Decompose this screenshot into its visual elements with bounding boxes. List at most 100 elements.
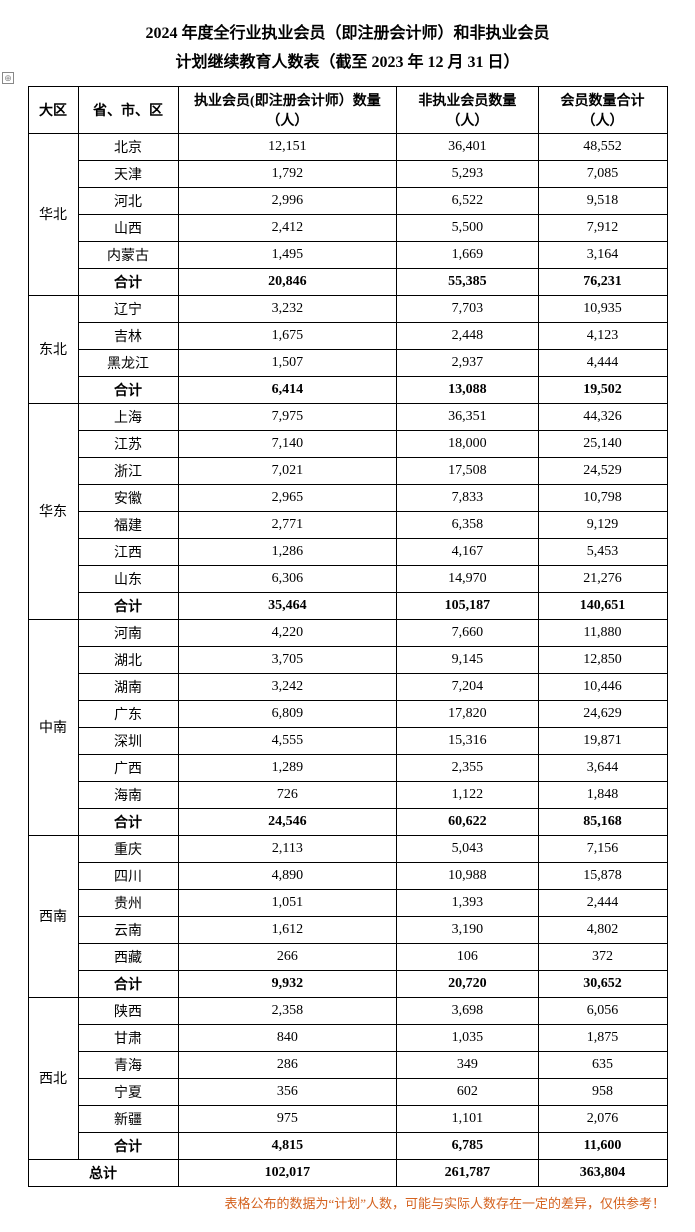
value-cell: 6,056: [538, 997, 667, 1024]
table-row: 湖南3,2427,20410,446: [28, 673, 667, 700]
header-row: 大区 省、市、区 执业会员(即注册会计师）数量（人） 非执业会员数量（人） 会员…: [28, 86, 667, 133]
value-cell: 3,705: [178, 646, 397, 673]
subtotal-row: 合计35,464105,187140,651: [28, 592, 667, 619]
table-row: 江西1,2864,1675,453: [28, 538, 667, 565]
value-cell: 5,043: [397, 835, 538, 862]
subtotal-value: 35,464: [178, 592, 397, 619]
table-row: 云南1,6123,1904,802: [28, 916, 667, 943]
subtotal-value: 20,846: [178, 268, 397, 295]
value-cell: 2,355: [397, 754, 538, 781]
province-cell: 黑龙江: [78, 349, 178, 376]
province-cell: 江西: [78, 538, 178, 565]
table-row: 内蒙古1,4951,6693,164: [28, 241, 667, 268]
value-cell: 4,555: [178, 727, 397, 754]
value-cell: 1,101: [397, 1105, 538, 1132]
subtotal-label: 合计: [78, 970, 178, 997]
province-cell: 福建: [78, 511, 178, 538]
value-cell: 635: [538, 1051, 667, 1078]
subtotal-value: 60,622: [397, 808, 538, 835]
value-cell: 17,820: [397, 700, 538, 727]
value-cell: 1,507: [178, 349, 397, 376]
table-row: 四川4,89010,98815,878: [28, 862, 667, 889]
value-cell: 1,792: [178, 160, 397, 187]
value-cell: 2,996: [178, 187, 397, 214]
value-cell: 7,156: [538, 835, 667, 862]
subtotal-row: 合计20,84655,38576,231: [28, 268, 667, 295]
value-cell: 6,522: [397, 187, 538, 214]
province-cell: 河北: [78, 187, 178, 214]
value-cell: 1,848: [538, 781, 667, 808]
province-cell: 天津: [78, 160, 178, 187]
value-cell: 1,495: [178, 241, 397, 268]
value-cell: 2,937: [397, 349, 538, 376]
province-cell: 辽宁: [78, 295, 178, 322]
value-cell: 7,140: [178, 430, 397, 457]
value-cell: 3,190: [397, 916, 538, 943]
value-cell: 3,164: [538, 241, 667, 268]
value-cell: 19,871: [538, 727, 667, 754]
value-cell: 2,358: [178, 997, 397, 1024]
value-cell: 840: [178, 1024, 397, 1051]
table-row: 西藏266106372: [28, 943, 667, 970]
value-cell: 5,500: [397, 214, 538, 241]
table-row: 西南重庆2,1135,0437,156: [28, 835, 667, 862]
province-cell: 安徽: [78, 484, 178, 511]
grand-total-value: 261,787: [397, 1159, 538, 1186]
value-cell: 10,988: [397, 862, 538, 889]
table-row: 海南7261,1221,848: [28, 781, 667, 808]
value-cell: 12,151: [178, 133, 397, 160]
table-row: 贵州1,0511,3932,444: [28, 889, 667, 916]
value-cell: 4,220: [178, 619, 397, 646]
subtotal-value: 24,546: [178, 808, 397, 835]
region-cell: 西北: [28, 997, 78, 1159]
subtotal-value: 55,385: [397, 268, 538, 295]
table-row: 河北2,9966,5229,518: [28, 187, 667, 214]
subtotal-row: 合计4,8156,78511,600: [28, 1132, 667, 1159]
page-title: 2024 年度全行业执业会员（即注册会计师）和非执业会员 计划继续教育人数表（截…: [10, 20, 685, 78]
subtotal-label: 合计: [78, 808, 178, 835]
value-cell: 1,289: [178, 754, 397, 781]
value-cell: 36,351: [397, 403, 538, 430]
value-cell: 4,123: [538, 322, 667, 349]
value-cell: 3,242: [178, 673, 397, 700]
value-cell: 5,293: [397, 160, 538, 187]
value-cell: 372: [538, 943, 667, 970]
region-cell: 华北: [28, 133, 78, 295]
subtotal-label: 合计: [78, 376, 178, 403]
value-cell: 4,444: [538, 349, 667, 376]
subtotal-value: 13,088: [397, 376, 538, 403]
table-row: 深圳4,55515,31619,871: [28, 727, 667, 754]
subtotal-value: 140,651: [538, 592, 667, 619]
value-cell: 1,875: [538, 1024, 667, 1051]
subtotal-label: 合计: [78, 268, 178, 295]
grand-total-value: 363,804: [538, 1159, 667, 1186]
province-cell: 湖北: [78, 646, 178, 673]
table-row: 广东6,80917,82024,629: [28, 700, 667, 727]
value-cell: 1,612: [178, 916, 397, 943]
value-cell: 2,113: [178, 835, 397, 862]
header-nonpracticing: 非执业会员数量（人）: [397, 86, 538, 133]
subtotal-value: 20,720: [397, 970, 538, 997]
footnote: 表格公布的数据为“计划”人数，可能与实际人数存在一定的差异，仅供参考！: [10, 1193, 685, 1212]
value-cell: 2,448: [397, 322, 538, 349]
grand-total-row: 总计102,017261,787363,804: [28, 1159, 667, 1186]
value-cell: 12,850: [538, 646, 667, 673]
region-cell: 东北: [28, 295, 78, 403]
table-row: 黑龙江1,5072,9374,444: [28, 349, 667, 376]
value-cell: 9,145: [397, 646, 538, 673]
value-cell: 602: [397, 1078, 538, 1105]
province-cell: 浙江: [78, 457, 178, 484]
value-cell: 9,518: [538, 187, 667, 214]
value-cell: 349: [397, 1051, 538, 1078]
value-cell: 2,076: [538, 1105, 667, 1132]
province-cell: 新疆: [78, 1105, 178, 1132]
subtotal-value: 6,414: [178, 376, 397, 403]
value-cell: 6,809: [178, 700, 397, 727]
value-cell: 286: [178, 1051, 397, 1078]
value-cell: 7,660: [397, 619, 538, 646]
value-cell: 10,446: [538, 673, 667, 700]
value-cell: 726: [178, 781, 397, 808]
value-cell: 11,880: [538, 619, 667, 646]
table-row: 吉林1,6752,4484,123: [28, 322, 667, 349]
data-table: 大区 省、市、区 执业会员(即注册会计师）数量（人） 非执业会员数量（人） 会员…: [28, 86, 668, 1187]
